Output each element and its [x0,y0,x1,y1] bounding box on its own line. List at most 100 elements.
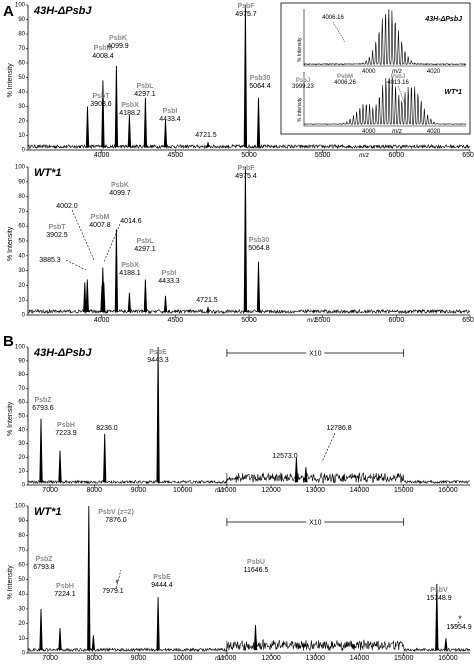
peak-name: Psb30 [250,75,271,82]
y-axis-label: % Intensity [7,401,14,436]
peak-mz-label: 4297.1 [134,91,156,98]
peak-psbf-7 [243,4,248,148]
x-axis-label: m/z [307,318,317,324]
peak-name: PsbE [149,349,167,356]
label-leader [71,209,95,261]
axes-B1 [27,347,470,486]
inset-isotope-envelope [303,9,467,66]
inset-axes [303,72,466,127]
peak-mz-label: 5064.4 [249,83,271,90]
peak-name: PsbH [56,583,74,590]
peak-name: PsbH [57,422,75,429]
y-tick-label: 60 [18,224,25,230]
y-tick-label: 30 [18,104,25,110]
inset-peak-name: PsbJ [296,78,310,84]
chart-A2: 0 10 20 30 40 50 60 70 80 90 100 4000 4500 5000 5500 60… [7,165,474,325]
y-tick-label: 10 [18,469,25,475]
peak-psbt-1 [85,279,89,313]
inset-sample-label: 43H-ΔPsbJ [424,16,463,23]
chart-A1: 0 10 20 30 40 50 60 70 80 90 100 4000 4500 5000 5500 60… [7,3,474,160]
y-tick-label: 10 [18,133,25,139]
x-tick-label: 6000 [389,317,405,324]
peak-name: PsbK [111,182,129,189]
peak-mz-label: 4008.4 [92,53,114,60]
peak-mz-label: 4721.5 [195,132,217,139]
peak-mz-label: 6793.6 [32,405,54,412]
peak-unlabeled-7 [444,638,448,651]
x-tick-label: 12000 [261,655,281,662]
peak-name: PsbZ [35,556,53,563]
inset-label-leader [332,21,346,43]
x-tick-label: 6500 [462,152,474,159]
inset-y-axis-label: % Intensity [297,97,303,122]
peak-mz-label: 4188.1 [119,270,141,277]
inset-y-axis-label: % Intensity [297,37,303,62]
peak-mz-label: 6793.8 [33,564,55,571]
label-leader [321,432,336,463]
x-tick-label: 10000 [173,655,193,662]
x-tick-label: 6500 [462,317,474,324]
sample-label: 43H-ΔPsbJ [33,347,92,359]
y-tick-label: 20 [18,455,25,461]
y-tick-label: 20 [18,283,25,289]
magnification-label: X10 [309,520,322,527]
peak-mz-label: 3903.6 [90,101,112,108]
peak-mz-label: 4099.7 [109,190,131,197]
x-tick-label: 6000 [389,152,405,159]
peak-name: PsbV [430,587,448,594]
peak-name: PsbV (z=2) [98,509,134,516]
peak-psbl-4 [143,97,148,148]
x-axis-label: m/z [215,656,225,662]
star-marker: * [458,614,462,624]
peak-mz-label: 4297.1 [134,246,156,253]
peak-name: PsbI [162,270,177,277]
chart-B2: 0 10 20 30 40 50 60 70 80 90 100 7000 8000 9000 10000 1… [7,504,472,663]
spectrum-baseline [27,308,471,315]
peak-psbz-0 [39,608,43,651]
inset-peak-name: PsbM [337,74,353,80]
x-tick-label: 16000 [438,487,458,494]
y-tick-label: 70 [18,386,25,392]
peak-psbz-0 [39,418,43,483]
x-tick-label: 5000 [241,152,257,159]
panel-letter-a: A [3,3,14,20]
y-axis-label: % Intensity [7,565,14,600]
x-tick-label: 4500 [168,317,184,324]
peak-name: PsbL [136,238,154,245]
y-tick-label: 0 [22,651,26,657]
y-tick-label: 20 [18,119,25,125]
peak-mz-label: 4975.7 [235,11,257,18]
peak-name: PsbZ [34,397,52,404]
y-tick-label: 60 [18,562,25,568]
x-axis-label: m/z [215,488,225,494]
inset-peak-mz-label: 4013.16 [387,80,409,86]
peak-mz-label: 4188.2 [119,110,141,117]
y-tick-label: 40 [18,90,25,96]
peak-psb30-11 [256,261,261,313]
peak-mz-label: 7979.1 [102,588,124,595]
peak-name: PsbF [237,165,255,172]
panel-letter-b: B [3,333,14,350]
y-tick-label: 30 [18,606,25,612]
y-tick-label: 80 [18,533,25,539]
y-axis-label: % Intensity [7,226,14,261]
y-tick-label: 70 [18,46,25,52]
peak-psbl-7 [143,279,148,313]
peak-name: PsbX [121,102,139,109]
inset-x-tick-label: 4000 [362,129,376,135]
peak-psbv-6 [435,583,439,651]
peak-name: PsbM [91,214,110,221]
y-tick-label: 50 [18,577,25,583]
peak-unlabeled-5 [304,467,308,483]
inset-isotope-envelope [303,77,467,126]
label-leader [103,223,121,263]
y-tick-label: 20 [18,621,25,627]
inset-x-tick-label: 4020 [427,69,441,75]
peak-mz-label: 4721.5 [196,297,218,304]
peak-mz-label: 7223.9 [55,430,77,437]
y-axis-label: % Intensity [7,63,14,98]
peak-psbv-z-2--2 [87,505,91,651]
y-tick-label: 100 [15,3,26,9]
x-tick-label: 9000 [131,487,147,494]
